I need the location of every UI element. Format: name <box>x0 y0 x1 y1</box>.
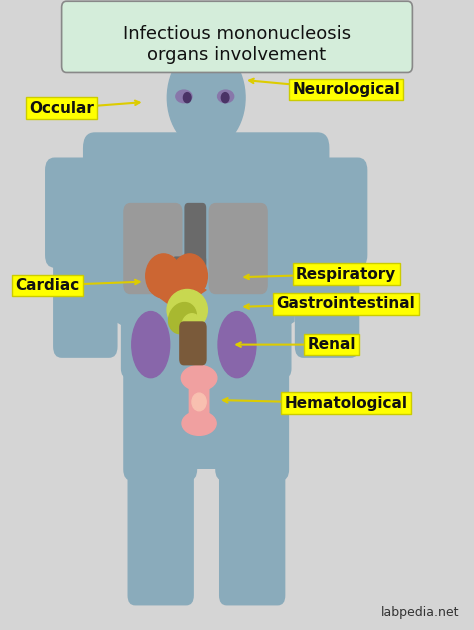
Ellipse shape <box>172 254 208 298</box>
FancyBboxPatch shape <box>219 456 285 605</box>
FancyBboxPatch shape <box>295 238 359 358</box>
Ellipse shape <box>146 254 181 298</box>
Ellipse shape <box>182 411 216 435</box>
FancyBboxPatch shape <box>189 370 210 427</box>
FancyBboxPatch shape <box>128 456 194 605</box>
Ellipse shape <box>176 90 192 103</box>
FancyBboxPatch shape <box>62 1 412 72</box>
Ellipse shape <box>167 289 208 330</box>
FancyBboxPatch shape <box>123 345 197 481</box>
FancyBboxPatch shape <box>294 158 367 268</box>
Text: Gastrointestinal: Gastrointestinal <box>277 296 415 311</box>
Circle shape <box>167 46 245 149</box>
FancyBboxPatch shape <box>53 238 118 358</box>
Circle shape <box>182 314 202 341</box>
Text: Hematological: Hematological <box>284 396 408 411</box>
FancyBboxPatch shape <box>83 132 329 205</box>
FancyBboxPatch shape <box>184 203 206 270</box>
Text: organs involvement: organs involvement <box>147 46 327 64</box>
Circle shape <box>221 93 229 103</box>
Polygon shape <box>149 290 206 310</box>
Ellipse shape <box>218 312 256 377</box>
FancyBboxPatch shape <box>173 256 206 274</box>
Text: Occular: Occular <box>29 101 94 116</box>
FancyBboxPatch shape <box>190 129 222 154</box>
Text: Infectious mononucleosis: Infectious mononucleosis <box>123 25 351 43</box>
FancyBboxPatch shape <box>179 321 207 365</box>
FancyBboxPatch shape <box>45 158 118 268</box>
Ellipse shape <box>192 393 206 411</box>
Ellipse shape <box>181 365 217 391</box>
Ellipse shape <box>132 312 170 377</box>
FancyBboxPatch shape <box>209 203 268 294</box>
Text: Neurological: Neurological <box>292 82 400 97</box>
FancyBboxPatch shape <box>161 362 251 469</box>
Ellipse shape <box>218 90 234 103</box>
FancyBboxPatch shape <box>215 345 289 481</box>
Ellipse shape <box>169 302 196 334</box>
FancyBboxPatch shape <box>121 316 292 378</box>
Text: Renal: Renal <box>308 337 356 352</box>
Text: Respiratory: Respiratory <box>296 266 396 282</box>
Polygon shape <box>100 154 313 334</box>
Circle shape <box>183 93 191 103</box>
Text: Cardiac: Cardiac <box>15 278 80 293</box>
FancyBboxPatch shape <box>123 203 182 294</box>
Text: labpedia.net: labpedia.net <box>381 605 460 619</box>
